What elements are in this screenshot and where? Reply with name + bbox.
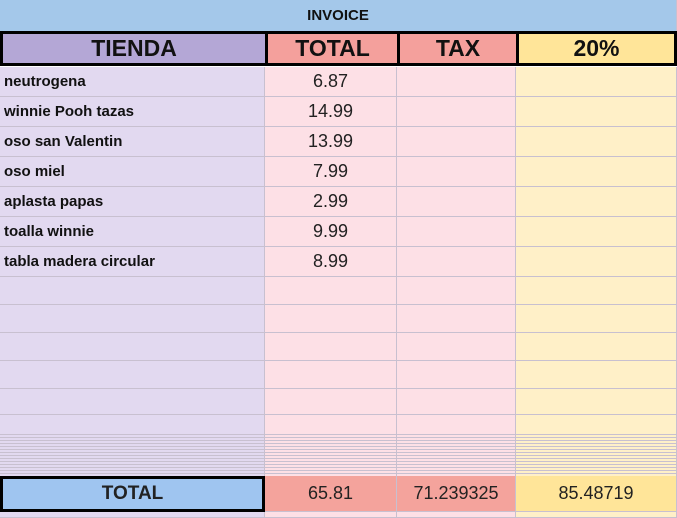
total-value: 65.81 bbox=[265, 476, 397, 512]
empty-cell bbox=[516, 305, 677, 333]
empty-cell bbox=[0, 277, 265, 305]
empty-cell bbox=[516, 415, 677, 435]
empty-cell bbox=[397, 247, 516, 277]
empty-cell bbox=[397, 67, 516, 97]
item-name: oso miel bbox=[0, 157, 265, 187]
empty-cell bbox=[516, 512, 677, 518]
empty-cell bbox=[397, 277, 516, 305]
empty-cell bbox=[397, 361, 516, 389]
item-name: oso san Valentin bbox=[0, 127, 265, 157]
empty-cell bbox=[265, 277, 397, 305]
column-header: TOTAL bbox=[265, 31, 400, 66]
empty-cell bbox=[0, 361, 265, 389]
item-name: winnie Pooh tazas bbox=[0, 97, 265, 127]
empty-cell bbox=[516, 187, 677, 217]
row-divider bbox=[0, 467, 677, 468]
row-divider bbox=[0, 443, 677, 444]
empty-cell bbox=[397, 333, 516, 361]
empty-cell bbox=[397, 415, 516, 435]
row-divider bbox=[0, 452, 677, 453]
item-total: 8.99 bbox=[265, 247, 397, 277]
empty-cell bbox=[397, 127, 516, 157]
item-total: 14.99 bbox=[265, 97, 397, 127]
empty-cell bbox=[265, 415, 397, 435]
row-divider bbox=[0, 473, 677, 474]
empty-cell bbox=[265, 305, 397, 333]
row-divider bbox=[0, 446, 677, 447]
column-header: 20% bbox=[516, 31, 677, 66]
empty-cell bbox=[397, 217, 516, 247]
item-total: 6.87 bbox=[265, 67, 397, 97]
empty-cell bbox=[265, 333, 397, 361]
empty-cell bbox=[265, 389, 397, 415]
invoice-title: INVOICE bbox=[0, 0, 677, 32]
empty-cell bbox=[516, 389, 677, 415]
total-value: 71.239325 bbox=[397, 476, 516, 512]
row-divider bbox=[0, 455, 677, 456]
empty-cell bbox=[516, 277, 677, 305]
empty-cell bbox=[516, 97, 677, 127]
empty-cell bbox=[516, 217, 677, 247]
row-divider bbox=[0, 458, 677, 459]
empty-cell bbox=[265, 512, 397, 518]
empty-cell bbox=[265, 361, 397, 389]
empty-cell bbox=[397, 512, 516, 518]
item-total: 7.99 bbox=[265, 157, 397, 187]
empty-cell bbox=[516, 247, 677, 277]
empty-cell bbox=[0, 512, 265, 518]
empty-cell bbox=[397, 389, 516, 415]
item-name: aplasta papas bbox=[0, 187, 265, 217]
empty-cell bbox=[397, 97, 516, 127]
empty-cell bbox=[0, 305, 265, 333]
empty-cell bbox=[0, 389, 265, 415]
column-header: TIENDA bbox=[0, 31, 268, 66]
column-header: TAX bbox=[397, 31, 519, 66]
row-divider bbox=[0, 440, 677, 441]
empty-cell bbox=[516, 157, 677, 187]
empty-cell bbox=[0, 415, 265, 435]
empty-cell bbox=[516, 67, 677, 97]
empty-cell bbox=[0, 333, 265, 361]
total-value: 85.48719 bbox=[516, 476, 677, 512]
empty-cell bbox=[516, 127, 677, 157]
empty-cell bbox=[516, 333, 677, 361]
empty-cell bbox=[397, 305, 516, 333]
row-divider bbox=[0, 464, 677, 465]
item-total: 13.99 bbox=[265, 127, 397, 157]
item-total: 9.99 bbox=[265, 217, 397, 247]
item-name: tabla madera circular bbox=[0, 247, 265, 277]
row-divider bbox=[0, 470, 677, 471]
empty-cell bbox=[397, 187, 516, 217]
item-name: toalla winnie bbox=[0, 217, 265, 247]
row-divider bbox=[0, 449, 677, 450]
item-total: 2.99 bbox=[265, 187, 397, 217]
empty-cell bbox=[516, 361, 677, 389]
item-name: neutrogena bbox=[0, 67, 265, 97]
row-divider bbox=[0, 437, 677, 438]
empty-cell bbox=[397, 157, 516, 187]
row-divider bbox=[0, 461, 677, 462]
total-label: TOTAL bbox=[0, 476, 265, 512]
